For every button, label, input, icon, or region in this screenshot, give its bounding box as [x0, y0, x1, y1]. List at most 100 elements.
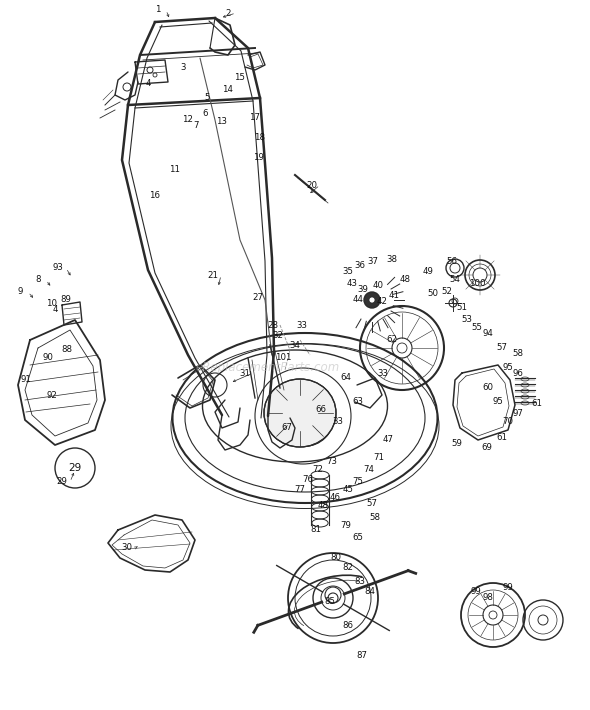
Text: 49: 49	[422, 268, 434, 276]
Text: 50: 50	[428, 288, 438, 297]
Text: 64: 64	[340, 373, 352, 383]
Text: 80: 80	[330, 554, 342, 562]
Text: 14: 14	[222, 85, 234, 94]
Text: 4: 4	[53, 305, 58, 315]
Text: 90: 90	[42, 354, 54, 363]
Text: 27: 27	[253, 293, 264, 302]
Text: 44: 44	[352, 295, 363, 305]
Text: 36: 36	[355, 261, 365, 270]
Text: 99: 99	[503, 584, 513, 593]
Text: 51: 51	[457, 303, 467, 312]
Text: 101: 101	[275, 352, 291, 361]
Text: 48: 48	[317, 501, 329, 510]
Text: 41: 41	[388, 290, 399, 300]
Text: 58: 58	[513, 349, 523, 358]
Text: 88: 88	[61, 346, 73, 354]
Text: 5: 5	[204, 94, 210, 102]
Text: 29: 29	[57, 478, 67, 486]
Text: 33: 33	[378, 368, 388, 378]
Text: 58: 58	[369, 513, 381, 523]
Text: 84: 84	[365, 587, 375, 596]
Text: 35: 35	[343, 268, 353, 276]
Text: 57: 57	[366, 498, 378, 508]
Text: 83: 83	[355, 577, 365, 586]
Text: 99: 99	[471, 587, 481, 596]
Text: 8: 8	[35, 275, 41, 285]
Text: 56: 56	[447, 258, 457, 266]
Text: 2: 2	[225, 9, 231, 18]
Text: 73: 73	[326, 457, 337, 466]
Text: 40: 40	[372, 280, 384, 290]
Text: 1: 1	[155, 6, 160, 14]
Text: 45: 45	[343, 486, 353, 494]
Text: 20: 20	[306, 180, 317, 190]
Text: 55: 55	[471, 324, 483, 332]
Text: 69: 69	[481, 444, 493, 452]
Text: 71: 71	[373, 454, 385, 462]
Text: 63: 63	[352, 398, 363, 407]
Text: 82: 82	[343, 564, 353, 572]
Text: 21: 21	[208, 271, 218, 280]
Text: 9: 9	[17, 288, 22, 297]
Text: 92: 92	[47, 391, 57, 400]
Text: 91: 91	[21, 376, 31, 385]
Text: 46: 46	[329, 493, 340, 501]
Text: 28: 28	[267, 320, 278, 329]
Text: 75: 75	[352, 478, 363, 486]
Text: 11: 11	[169, 165, 181, 175]
Text: 97: 97	[513, 408, 523, 417]
Text: 17: 17	[250, 114, 261, 123]
Text: 43: 43	[346, 278, 358, 288]
Text: 30: 30	[122, 543, 133, 552]
Text: 48: 48	[399, 275, 411, 285]
Text: 74: 74	[363, 466, 375, 474]
Text: 65: 65	[352, 533, 363, 542]
Text: 4: 4	[145, 79, 151, 87]
Text: 100: 100	[468, 278, 485, 288]
Text: 15: 15	[234, 74, 245, 82]
Text: 33: 33	[333, 417, 343, 427]
Text: 16: 16	[149, 190, 160, 200]
Text: 37: 37	[368, 258, 379, 266]
Text: 32: 32	[273, 332, 284, 341]
Text: 70: 70	[503, 417, 513, 427]
Text: 7: 7	[194, 121, 199, 129]
Text: 10: 10	[47, 298, 57, 307]
Text: 94: 94	[483, 329, 493, 337]
Text: 67: 67	[281, 423, 293, 432]
Circle shape	[364, 292, 380, 308]
Text: 54: 54	[450, 275, 461, 285]
Text: 61: 61	[497, 434, 507, 442]
Text: 31: 31	[240, 368, 251, 378]
Text: 96: 96	[513, 368, 523, 378]
Text: 77: 77	[294, 486, 306, 494]
Text: 62: 62	[386, 336, 398, 344]
Text: 60: 60	[483, 383, 493, 393]
Text: 95: 95	[503, 364, 513, 373]
Text: 98: 98	[483, 594, 493, 603]
Text: 12: 12	[182, 116, 194, 124]
Text: 13: 13	[217, 117, 228, 126]
Text: eReplacementParts.com: eReplacementParts.com	[196, 361, 340, 374]
Text: 76: 76	[303, 476, 313, 484]
Text: 19: 19	[253, 153, 264, 161]
Text: 57: 57	[497, 344, 507, 352]
Text: 39: 39	[358, 285, 368, 295]
Text: 6: 6	[202, 109, 208, 117]
Text: 59: 59	[451, 439, 463, 447]
Text: 81: 81	[310, 525, 322, 535]
Text: 47: 47	[382, 435, 394, 444]
Text: 93: 93	[53, 263, 64, 273]
Circle shape	[369, 297, 375, 303]
Text: 42: 42	[376, 297, 388, 307]
Text: 33: 33	[297, 320, 307, 329]
Text: 85: 85	[324, 598, 336, 606]
Text: 89: 89	[61, 295, 71, 305]
Text: 61: 61	[532, 398, 542, 408]
Text: 53: 53	[461, 315, 473, 324]
Text: 87: 87	[356, 650, 368, 660]
Text: 86: 86	[343, 621, 353, 630]
Text: 52: 52	[441, 288, 453, 297]
Text: 79: 79	[340, 520, 352, 530]
Text: 72: 72	[313, 466, 323, 474]
